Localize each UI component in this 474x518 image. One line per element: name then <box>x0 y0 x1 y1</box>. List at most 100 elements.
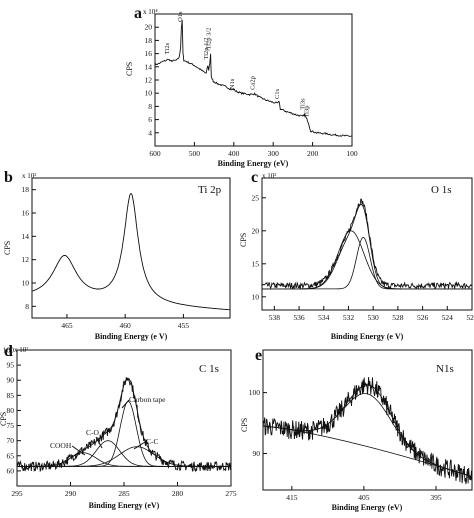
panel-d-xtick-label: 295 <box>11 489 23 498</box>
panel-d-envelope <box>17 377 231 467</box>
panel-a-ytick-label: 10 <box>145 89 153 98</box>
panel-d-label-cc: C-C <box>146 437 159 446</box>
panel-a-xtick-label: 500 <box>189 149 201 158</box>
panel-c-xtick-label: 538 <box>269 313 281 322</box>
panel-c-ytick-label: 20 <box>252 226 260 235</box>
panel-b-xlabel: Binding Energy (e V) <box>95 332 168 341</box>
panel-a-ytick-label: 6 <box>148 115 152 124</box>
panel-a-peak-label: Ti2p 1/2 <box>203 38 210 60</box>
panel-d-xlabel: Binding Energy (eV) <box>89 501 160 510</box>
panel-e-xtick-label: 395 <box>430 493 442 502</box>
panel-d-leader-cc <box>133 441 146 450</box>
panel-d-ytick-label: 100 <box>3 346 15 355</box>
panel-b-multiplier: x 10² <box>22 172 36 180</box>
panel-d-ytick-label: 65 <box>7 451 15 460</box>
panel-a-xlabel: Binding Energy (eV) <box>218 159 289 168</box>
panel-a-xtick-label: 400 <box>228 149 240 158</box>
panel-a-ytick-label: 8 <box>148 102 152 111</box>
panel-c-ytick-label: 15 <box>252 259 260 268</box>
panel-a-ytick-label: 16 <box>145 49 153 58</box>
panel-e-ytick-label: 90 <box>253 449 261 458</box>
panel-b-letter: b <box>4 169 13 186</box>
panel-e: e N1s CPS Binding Energy (eV) 415 405 395 9… <box>240 347 473 512</box>
panel-c-ytick-label: 25 <box>252 193 260 202</box>
panel-b-ylabel: CPS <box>3 241 12 255</box>
panel-d-leader-co <box>95 436 103 449</box>
panel-b-ytick-label: 12 <box>22 255 30 264</box>
panel-e-ytick-label: 100 <box>249 388 261 397</box>
panel-e-axes <box>262 349 473 491</box>
panel-d-xtick-label: 280 <box>172 489 184 498</box>
panel-a-multiplier: x 10⁴ <box>143 8 158 16</box>
panel-d-spectrum <box>16 377 232 473</box>
panel-a-ytick-label: 12 <box>145 76 153 85</box>
panel-c-ylabel: CPS <box>239 233 248 247</box>
panel-a-peak-label: Ti3s <box>300 98 307 110</box>
panel-a-spectrum <box>154 19 352 137</box>
panel-b-ytick-label: 14 <box>22 232 30 241</box>
panel-a-peak-label: N1s <box>229 78 236 89</box>
panel-d: d x 10² C 1s COOH C-O Carbon tape C-C CP… <box>0 343 237 510</box>
panel-c-xlabel: Binding Energy (e V) <box>331 332 404 341</box>
panel-a-ytick-label: 18 <box>145 36 153 45</box>
panel-a-letter: a <box>134 5 142 22</box>
panel-a-ytick-label: 20 <box>145 23 153 32</box>
panel-b-title: Ti 2p <box>198 184 222 196</box>
panel-b-xtick-label: 465 <box>61 321 73 330</box>
panel-e-title: N1s <box>436 363 454 375</box>
panel-e-xtick-label: 405 <box>358 493 370 502</box>
panel-d-ytick-label: 75 <box>7 421 15 430</box>
panel-d-ytick-label: 80 <box>7 406 15 415</box>
panel-b-xtick-label: 460 <box>120 321 132 330</box>
panel-e-letter: e <box>255 347 262 364</box>
panel-c-xtick-label: 532 <box>343 313 355 322</box>
panel-b: b x 10² Ti 2p CPS Binding Energy (e V) 4… <box>3 169 231 341</box>
panel-c: c x 10² O 1s CPS Binding Energy (e V) 53… <box>239 169 474 341</box>
panel-d-xtick-label: 290 <box>65 489 77 498</box>
panel-a-peak-label: Ca2p <box>250 76 257 90</box>
panel-d-ytick-label: 70 <box>7 436 15 445</box>
panel-a-ytick-label: 14 <box>145 62 153 71</box>
panel-c-xtick-label: 528 <box>392 313 404 322</box>
panel-c-letter: c <box>251 169 258 186</box>
panel-c-xtick-label: 522 <box>466 313 474 322</box>
panel-c-axes <box>261 177 473 311</box>
panel-d-ytick-label: 85 <box>7 391 15 400</box>
panel-d-leader-carbon-tape <box>121 399 130 409</box>
panel-b-axes <box>31 177 231 319</box>
panel-a-xtick-label: 300 <box>268 149 280 158</box>
panel-d-leader-cooh <box>71 445 86 456</box>
panel-a: a x 10⁴ CPS Binding Energy (eV) 600 500 40… <box>125 5 358 168</box>
panel-d-ytick-label: 90 <box>7 376 15 385</box>
panel-a-xtick-label: 100 <box>346 149 358 158</box>
panel-c-xtick-label: 530 <box>368 313 380 322</box>
panel-a-xtick-label: 200 <box>307 149 319 158</box>
panel-c-xtick-label: 536 <box>293 313 305 322</box>
panel-c-xtick-label: 526 <box>417 313 429 322</box>
panel-a-peak-label: Ti2p 3/2 <box>206 28 213 50</box>
panel-b-spectrum <box>31 192 230 311</box>
panel-b-ytick-label: 8 <box>25 302 29 311</box>
panel-d-label-carbon-tape: Carbon tape <box>129 395 166 404</box>
panel-c-title: O 1s <box>431 184 451 196</box>
panel-d-ylabel: CPS <box>0 412 8 426</box>
panel-a-peak-label: Ti2s <box>164 42 171 54</box>
panel-a-ylabel: CPS <box>125 62 134 76</box>
panel-d-title: C 1s <box>199 363 219 375</box>
panel-a-peak-label: C1s <box>274 89 281 100</box>
panel-c-component-1 <box>262 230 472 290</box>
panel-d-xtick-label: 275 <box>225 489 237 498</box>
panel-c-xtick-label: 534 <box>318 313 330 322</box>
panel-d-ytick-label: 60 <box>7 466 15 475</box>
panel-e-ylabel: CPS <box>240 418 249 432</box>
panel-d-label-cooh: COOH <box>50 441 72 450</box>
panel-e-xlabel: Binding Energy (eV) <box>332 503 403 512</box>
panel-c-xtick-label: 524 <box>442 313 454 322</box>
panel-b-xtick-label: 455 <box>178 321 190 330</box>
panel-d-xtick-label: 285 <box>118 489 130 498</box>
panel-e-spectrum <box>262 376 473 485</box>
panel-a-ytick-label: 4 <box>148 128 152 137</box>
panel-d-letter: d <box>4 343 13 360</box>
panel-d-label-co: C-O <box>86 428 100 437</box>
